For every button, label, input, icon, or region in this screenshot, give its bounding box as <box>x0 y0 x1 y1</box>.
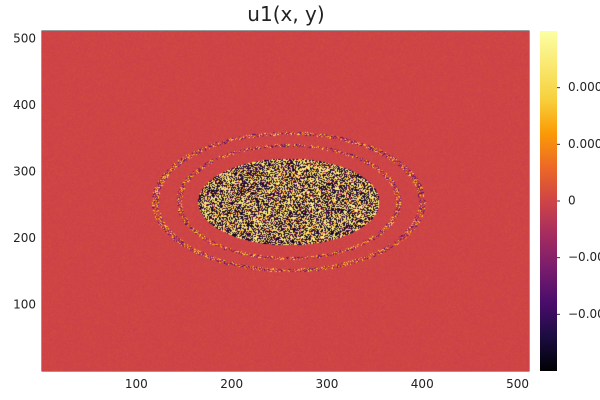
colorbar-tick-label: −0.000 <box>568 307 600 321</box>
y-tick-label: 500 <box>13 31 36 45</box>
colorbar-tick-label: −0.000 <box>568 250 600 264</box>
colorbar-axis: −0.000 −0.000 0 0.000 0.000 <box>557 80 600 321</box>
colorbar-tick-label: 0.000 <box>568 137 600 151</box>
y-axis: 100 200 300 400 500 <box>13 31 46 312</box>
x-axis: 100 200 300 400 500 <box>125 367 529 391</box>
x-tick-label: 200 <box>220 377 243 391</box>
x-tick-label: 300 <box>316 377 339 391</box>
y-tick-label: 400 <box>13 98 36 112</box>
x-tick-label: 400 <box>411 377 434 391</box>
heatmap-image <box>42 31 529 371</box>
y-tick-label: 100 <box>13 298 36 312</box>
chart-title: u1(x, y) <box>247 2 325 26</box>
colorbar-tick-label: 0.000 <box>568 80 600 94</box>
colorbar-tick-label: 0 <box>568 194 576 208</box>
colorbar <box>540 31 557 371</box>
x-tick-label: 100 <box>125 377 148 391</box>
y-tick-label: 200 <box>13 231 36 245</box>
x-tick-label: 500 <box>506 377 529 391</box>
y-tick-label: 300 <box>13 165 36 179</box>
